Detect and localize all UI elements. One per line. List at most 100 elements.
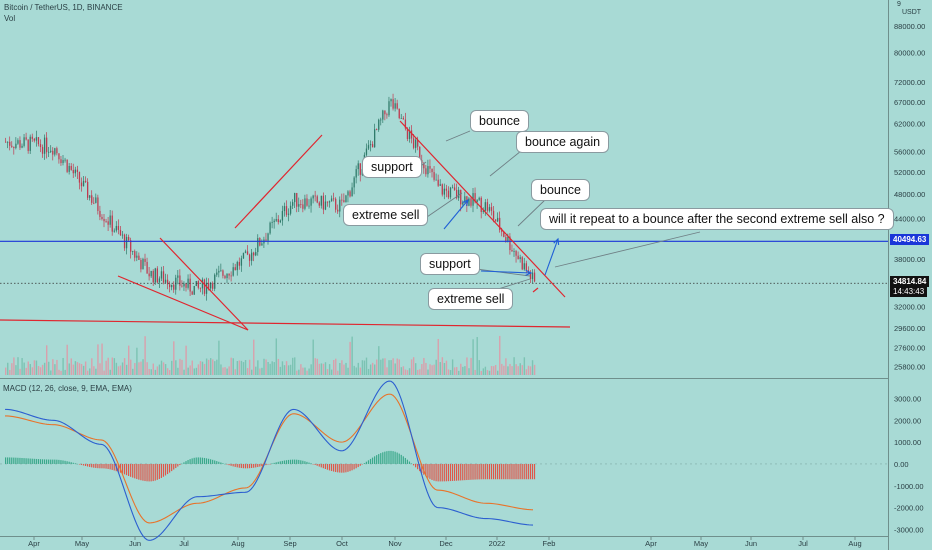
macd-hist-bar (171, 463, 173, 472)
macd-hist-bar (265, 463, 267, 466)
callout-support-2: support (420, 253, 480, 275)
volume-bar (62, 357, 64, 375)
macd-hist-bar (330, 463, 333, 472)
candle-body (11, 145, 13, 147)
volume-bar (415, 363, 417, 375)
candle-body (76, 169, 79, 172)
volume-bar (324, 362, 327, 375)
macd-hist-bar (371, 457, 374, 464)
macd-hist-bar (380, 453, 382, 464)
callout-pointer (445, 130, 471, 142)
candle-body (9, 141, 11, 146)
volume-bar (93, 366, 95, 375)
volume-bar (281, 361, 284, 375)
volume-bar (236, 361, 239, 375)
price-tick-label: 25800.00 (894, 362, 925, 371)
volume-bar (394, 363, 396, 375)
macd-hist-bar (287, 459, 290, 464)
candle-body (50, 150, 52, 152)
candle-body (169, 284, 171, 288)
volume-bar (224, 367, 226, 375)
candle-body (27, 139, 29, 151)
volume-bar (478, 360, 480, 375)
volume-bar (87, 370, 89, 375)
macd-hist-bar (21, 457, 23, 464)
macd-hist-bar (492, 463, 495, 480)
candle-body (306, 198, 308, 206)
volume-bar (64, 369, 66, 375)
volume-bar (228, 366, 230, 375)
macd-hist-bar (154, 463, 156, 481)
candle-body (458, 189, 460, 199)
volume-bar (423, 357, 425, 375)
candle-body (99, 210, 101, 217)
candle-body (33, 138, 35, 141)
macd-tick-label: -3000.00 (894, 525, 924, 534)
macd-hist-bar (505, 463, 507, 480)
volume-bar (283, 365, 286, 375)
volume-bar (109, 369, 111, 375)
macd-hist-bar (216, 461, 218, 464)
time-axis-label: Apr (645, 539, 657, 548)
macd-hist-bar (97, 463, 99, 469)
candle-body (222, 270, 224, 276)
volume-bar (437, 338, 439, 375)
volume-bar (308, 368, 310, 375)
candle-body (152, 270, 154, 283)
candle-body (482, 210, 484, 212)
volume-bar (355, 367, 357, 375)
volume-bar (74, 361, 77, 375)
macd-hist-bar (185, 461, 187, 464)
macd-hist-bar (523, 463, 525, 480)
macd-hist-bar (175, 463, 177, 469)
volume-bar (19, 368, 21, 375)
price-tick-label: 88000.00 (894, 22, 925, 31)
volume-bar (197, 364, 200, 375)
macd-hist-bar (195, 457, 197, 464)
macd-hist-bar (62, 460, 64, 464)
candle-body (140, 259, 142, 270)
macd-hist-bar (328, 463, 331, 471)
volume-bar (23, 362, 25, 375)
blue-arrow-up-2-head (553, 237, 560, 246)
volume-bar (273, 362, 275, 375)
candle-body (316, 196, 318, 203)
macd-hist-bar (41, 459, 44, 464)
macd-hist-bar (519, 463, 521, 480)
volume-bar (41, 364, 44, 375)
volume-bar (445, 360, 448, 375)
blue-arrow-right (480, 270, 532, 274)
candle-body (203, 279, 206, 294)
volume-bar (89, 368, 91, 375)
candle-body (201, 279, 204, 289)
volume-bar (54, 364, 56, 375)
candle-body (447, 190, 450, 198)
price-tick-label: 44000.00 (894, 214, 925, 223)
volume-bar (232, 358, 234, 375)
candle-body (218, 270, 220, 273)
volume-bar (396, 358, 398, 375)
candle-body (326, 201, 329, 203)
macd-hist-bar (357, 463, 359, 468)
candle-body (253, 252, 255, 256)
macd-hist-bar (378, 454, 380, 464)
callout-extreme-sell: extreme sell (343, 204, 429, 226)
macd-hist-bar (166, 463, 169, 475)
macd-hist-bar (70, 462, 72, 464)
candle-body (353, 177, 355, 188)
candle-body (84, 180, 87, 182)
candle-body (93, 202, 95, 204)
volume-bar (226, 368, 228, 375)
volume-bar (380, 359, 382, 375)
macd-hist-bar (248, 463, 251, 469)
macd-hist-bar (300, 460, 302, 464)
candle-body (449, 187, 452, 198)
volume-bar (132, 368, 134, 375)
macd-hist-bar (367, 460, 370, 464)
candle-body (273, 220, 275, 223)
candle-body (433, 172, 435, 180)
macd-hist-bar (214, 460, 216, 464)
candle-body (185, 283, 187, 288)
volume-bar (449, 370, 452, 375)
volume-bar (335, 358, 337, 375)
